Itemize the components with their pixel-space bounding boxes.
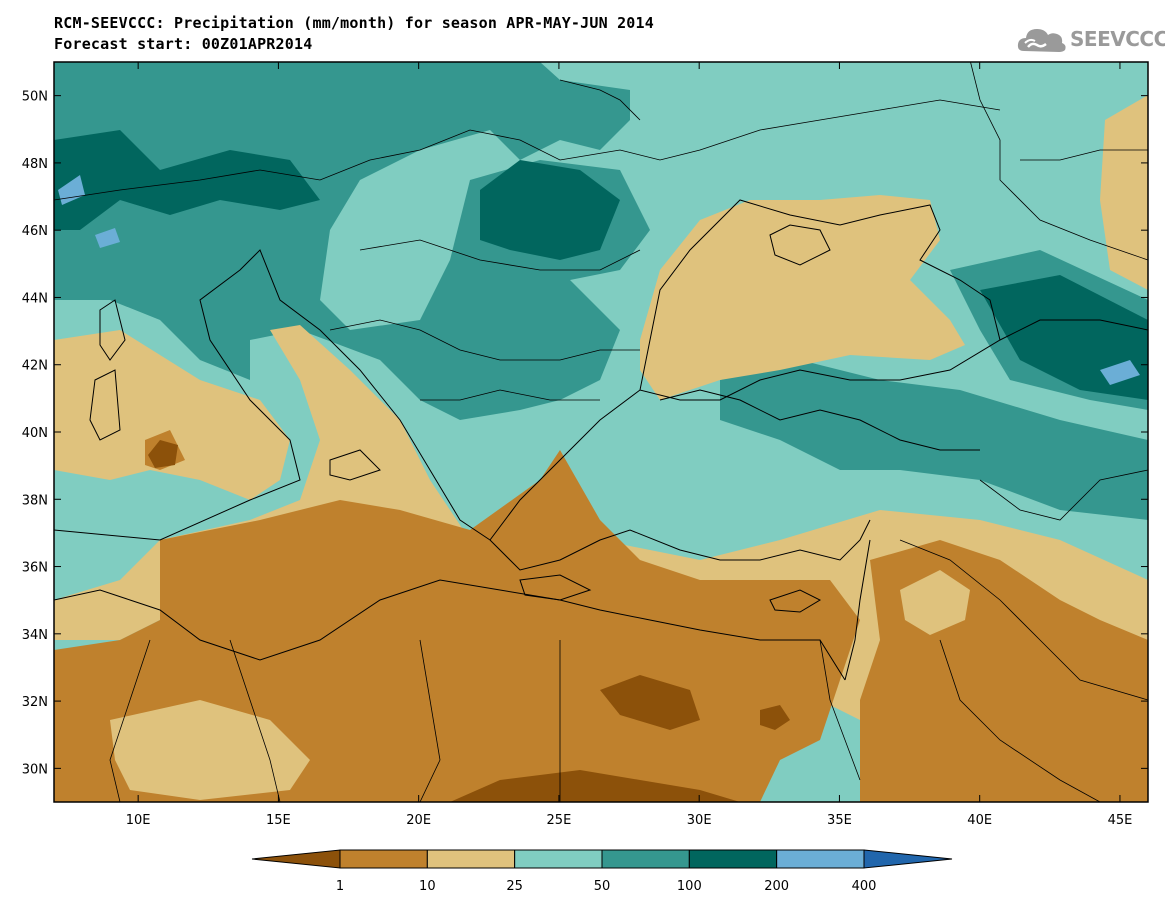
lat-tick-label: 42N	[22, 359, 48, 374]
colorbar-labels: 1 10 25 50 100 200 400	[336, 879, 877, 894]
lat-tick-label: 36N	[22, 561, 48, 576]
field-25-50-tyrrhenian	[54, 330, 290, 500]
lat-tick-label: 30N	[22, 762, 48, 777]
latitude-axis: 50N 48N 46N 44N 42N 40N 38N 36N 34N 32N 30N	[22, 90, 1148, 777]
lon-tick-label: 15E	[266, 813, 291, 828]
colorbar-label: 200	[764, 879, 789, 894]
lat-tick-label: 48N	[22, 157, 48, 172]
colorbar-label: 25	[506, 879, 523, 894]
field-200-400-alps	[54, 130, 320, 230]
lat-tick-label: 46N	[22, 224, 48, 239]
lon-tick-label: 10E	[126, 813, 151, 828]
lon-tick-label: 25E	[547, 813, 572, 828]
lat-tick-label: 38N	[22, 493, 48, 508]
lon-tick-label: 45E	[1108, 813, 1133, 828]
cloud-icon	[1017, 29, 1066, 52]
lon-tick-label: 35E	[827, 813, 852, 828]
field-200-400-carpathians	[480, 160, 620, 260]
colorbar-cell	[426, 849, 516, 869]
field-25-50-black-sea	[640, 195, 965, 400]
lon-tick-label: 40E	[967, 813, 992, 828]
lon-tick-label: 20E	[406, 813, 431, 828]
colorbar-cell	[601, 849, 690, 869]
colorbar-label: 100	[677, 879, 702, 894]
field-25-50-levant	[900, 570, 970, 635]
field-400-alps	[58, 175, 85, 205]
coastlines	[54, 199, 1148, 681]
lat-tick-label: 34N	[22, 628, 48, 643]
colorbar-cell	[688, 849, 778, 869]
field-100-200-nw	[54, 62, 650, 420]
seevccc-logo: SEEVCCC	[1016, 21, 1165, 61]
lat-tick-label: 40N	[22, 426, 48, 441]
colorbar-label: 1	[336, 879, 344, 894]
lat-tick-label: 50N	[22, 90, 48, 105]
map-field	[54, 62, 1148, 802]
field-400-alps-2	[95, 228, 120, 248]
lon-tick-label: 30E	[687, 813, 712, 828]
field-1-10-south	[450, 770, 740, 802]
colorbar-cell	[514, 849, 603, 869]
country-borders	[54, 62, 1148, 802]
lat-tick-label: 32N	[22, 695, 48, 710]
field-1-10-egypt	[600, 675, 700, 730]
forecast-start-label: Forecast start: 00Z01APR2014	[54, 35, 313, 53]
colorbar-cells	[251, 849, 953, 869]
colorbar-label: 50	[594, 879, 611, 894]
field-100-200-anatolia	[720, 360, 1148, 520]
colorbar-label: 400	[852, 879, 877, 894]
colorbar-cell	[339, 849, 428, 869]
logo-text: SEEVCCC	[1070, 27, 1165, 51]
field-1-10-sinai	[760, 705, 790, 730]
longitude-axis: 10E 15E 20E 25E 30E 35E 40E 45E	[126, 62, 1133, 828]
colorbar-cell	[776, 849, 865, 869]
lat-tick-label: 44N	[22, 291, 48, 306]
colorbar-label: 10	[419, 879, 436, 894]
field-25-50-east	[1100, 95, 1148, 290]
field-400-caucasus	[1100, 360, 1140, 385]
chart-title: RCM-SEEVCCC: Precipitation (mm/month) fo…	[54, 14, 654, 32]
colorbar-cell-under	[251, 849, 341, 869]
field-1-10-sardinia	[148, 440, 178, 468]
colorbar-cell-over	[863, 849, 953, 869]
field-25-50-libya	[110, 700, 310, 800]
